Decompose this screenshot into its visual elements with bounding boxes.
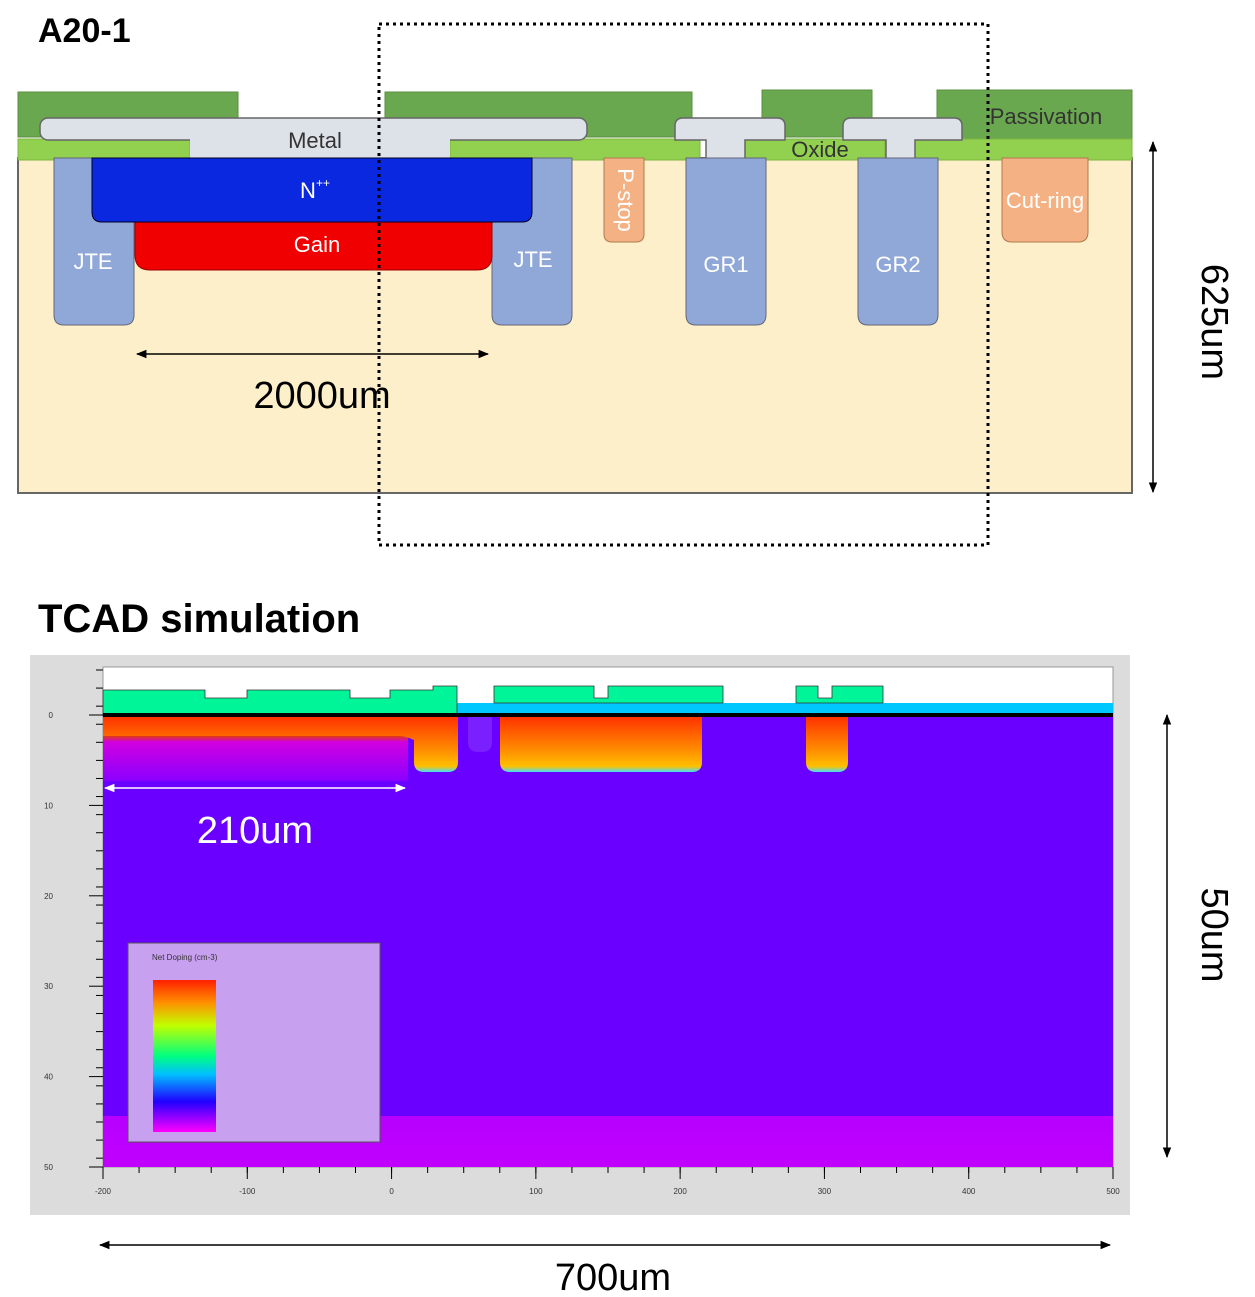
y-tick-label: 0 [49,711,54,720]
depth-label: 625um [1193,264,1235,380]
page-body: A20-1 Metal N++ Gain JTE JTE GR1 GR2 P-s… [0,0,1255,1297]
label-gr1: GR1 [703,252,748,277]
label-cutring: Cut-ring [1006,188,1084,213]
y-tick-label: 50 [44,1163,53,1172]
x-tick-label: -100 [239,1187,256,1196]
x-tick-label: 400 [962,1187,976,1196]
legend-title: Net Doping (cm-3) [152,953,218,962]
gr2 [858,158,938,325]
y-tick-label: 20 [44,892,53,901]
label-gain: Gain [294,232,340,257]
oxide [18,139,1132,160]
label-oxide: Oxide [791,137,848,162]
y-tick-label: 40 [44,1073,53,1082]
width-label: 2000um [253,375,390,417]
figure: A20-1 Metal N++ Gain JTE JTE GR1 GR2 P-s… [0,0,1255,1297]
total-label: 700um [555,1257,671,1297]
top-title: A20-1 [38,12,131,50]
tcad-width-label: 210um [197,810,313,852]
label-pstop: P-stop [613,168,638,232]
x-tick-label: 200 [673,1187,687,1196]
x-tick-label: 300 [818,1187,832,1196]
x-tick-label: 100 [529,1187,543,1196]
gr1 [686,158,766,325]
x-tick-label: 500 [1106,1187,1120,1196]
label-gr2: GR2 [875,252,920,277]
tcad-depth-label: 50um [1193,887,1235,982]
label-passivation: Passivation [990,104,1103,129]
label-jte-right: JTE [513,247,552,272]
legend-scale [153,980,216,1132]
label-metal: Metal [288,128,342,153]
y-tick-label: 30 [44,982,53,991]
interface [103,713,1113,717]
x-tick-label: 0 [389,1187,394,1196]
bottom-title: TCAD simulation [38,597,360,641]
y-tick-label: 10 [44,801,53,810]
x-tick-label: -200 [95,1187,112,1196]
page: A20-1 / TCAD simulation {"top": {"title"… [0,0,1255,1297]
label-jte-left: JTE [73,249,112,274]
